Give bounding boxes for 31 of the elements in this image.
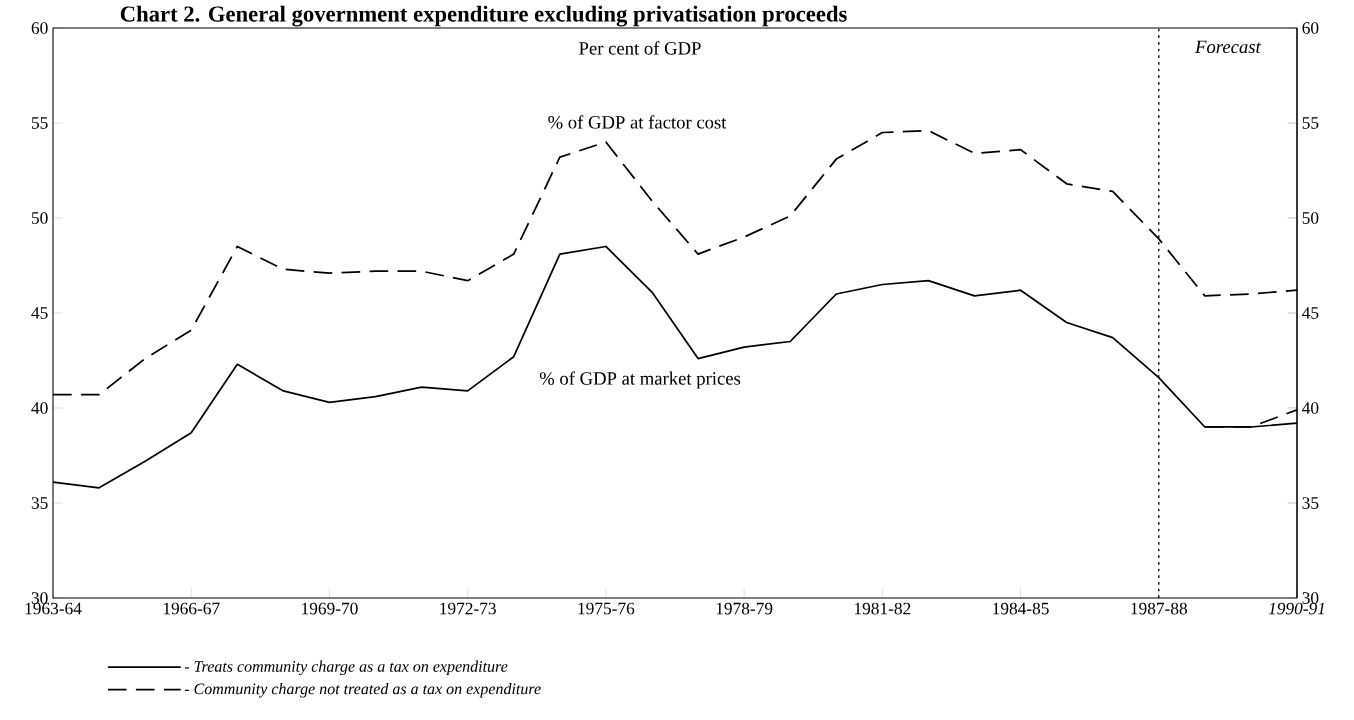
y-tick-label: 40 xyxy=(31,402,48,414)
y2-tick-label: 35 xyxy=(1302,497,1319,509)
legend-label: - Treats community charge as a tax on expenditure xyxy=(184,660,508,676)
x-tick-label: 1972-73 xyxy=(440,602,496,615)
legend-label: - Community charge not treated as a tax on expenditure xyxy=(184,683,541,698)
y-tick-label: 60 xyxy=(31,22,48,34)
x-tick-label: 1978-79 xyxy=(716,602,773,615)
ref-line-label: Forecast xyxy=(1194,40,1262,54)
y2-tick-label: 50 xyxy=(1302,212,1319,224)
x-tick-label: 1966-67 xyxy=(163,602,220,615)
y-tick-label: 55 xyxy=(31,117,48,129)
y2-tick-label: 30 xyxy=(1302,592,1319,604)
x-tick-label: 1963-64 xyxy=(25,602,82,615)
chart-title: Chart 2. General government expenditure excluding privatisation proceeds xyxy=(120,5,847,27)
y2-tick-label: 55 xyxy=(1302,117,1319,129)
x-tick-label: 1969-70 xyxy=(302,602,358,615)
y2-tick-label: 45 xyxy=(1302,307,1319,319)
y2-tick-label: 40 xyxy=(1302,402,1319,414)
y-tick-label: 30 xyxy=(31,592,48,604)
x-tick-label: 1987-88 xyxy=(1131,602,1188,615)
y2-tick-label: 60 xyxy=(1302,22,1319,34)
y-tick-label: 35 xyxy=(31,497,48,509)
x-tick-label: 1975-76 xyxy=(578,602,635,615)
x-tick-label: 1984-85 xyxy=(993,602,1049,615)
y-tick-label: 45 xyxy=(31,307,48,319)
y-tick-label: 50 xyxy=(31,212,48,224)
annotation: % of GDP at factor cost xyxy=(548,115,727,129)
x-tick-label: 1981-82 xyxy=(854,602,911,615)
annotation: % of GDP at market prices xyxy=(539,371,741,389)
annotation: Per cent of GDP xyxy=(579,41,701,55)
x-tick-label: 1990-91 xyxy=(1268,602,1325,615)
